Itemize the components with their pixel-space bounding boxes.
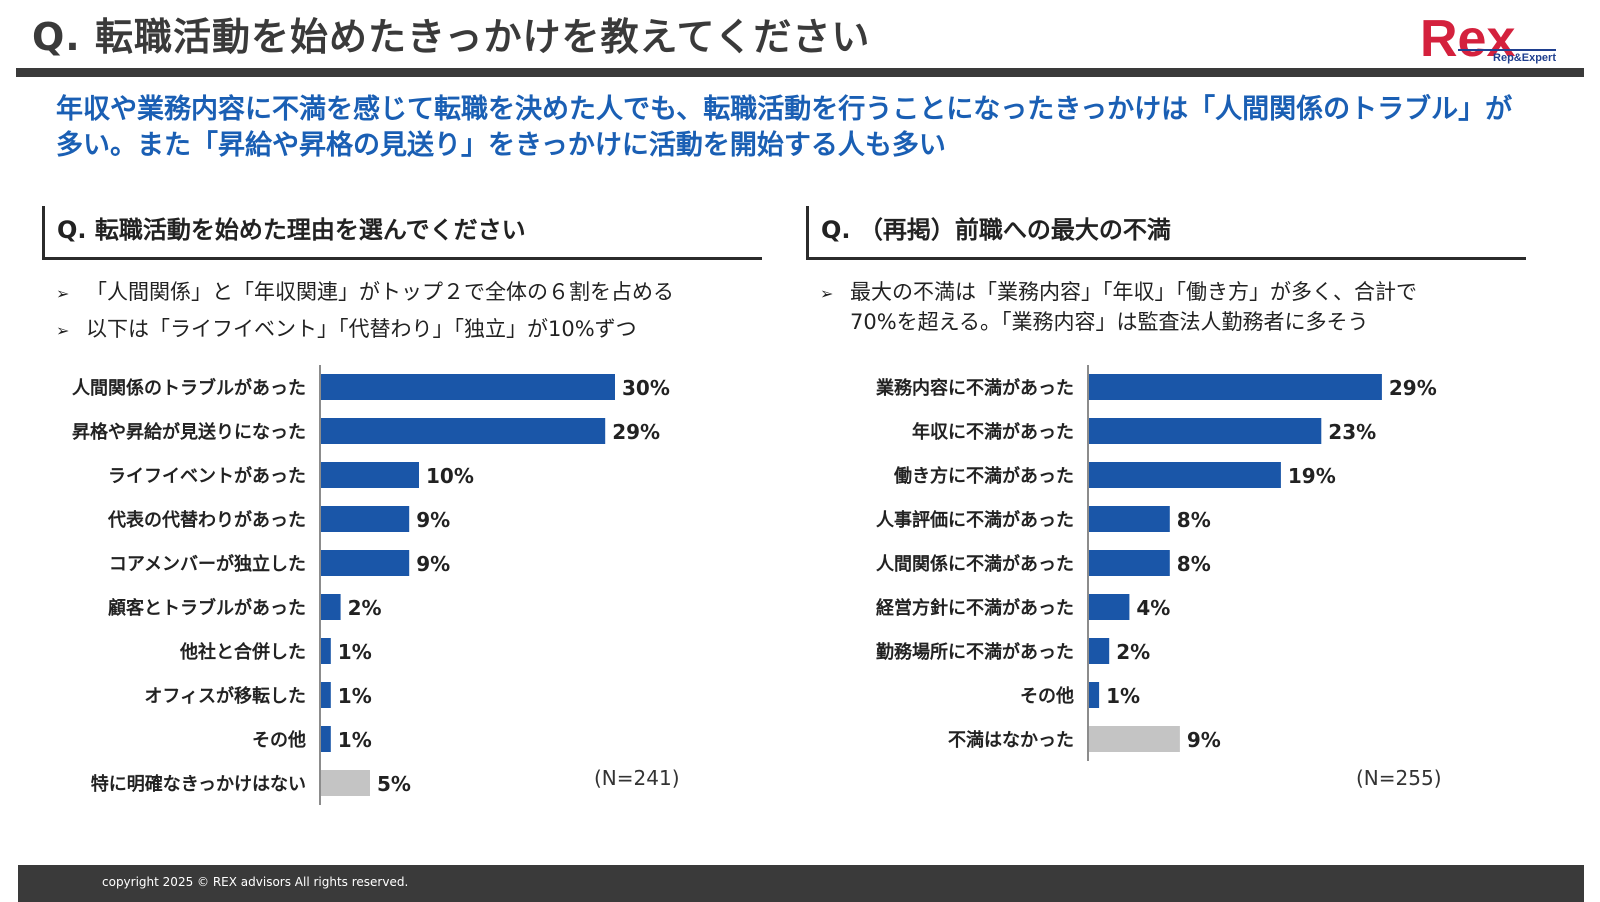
bar bbox=[321, 374, 615, 400]
category-label: ライフイベントがあった bbox=[108, 465, 306, 487]
left-bullet-1-text: 「人間関係」と「年収関連」がトップ２で全体の６割を占める bbox=[86, 280, 674, 304]
category-label: 人間関係に不満があった bbox=[876, 553, 1074, 575]
category-label: 人事評価に不満があった bbox=[876, 509, 1074, 531]
category-label: 経営方針に不満があった bbox=[876, 597, 1074, 619]
value-label: 19% bbox=[1288, 464, 1336, 488]
value-label: 29% bbox=[612, 420, 660, 444]
copyright-text: copyright 2025 © REX advisors All rights… bbox=[102, 875, 409, 889]
category-label: 特に明確なきっかけはない bbox=[91, 773, 306, 795]
bar bbox=[1089, 374, 1382, 400]
value-label: 5% bbox=[377, 772, 411, 796]
right-panel-heading-text: Q. （再掲）前職への最大の不満 bbox=[821, 216, 1171, 244]
value-label: 8% bbox=[1177, 552, 1211, 576]
bar bbox=[1089, 638, 1110, 664]
bar bbox=[321, 638, 331, 664]
bar bbox=[321, 770, 370, 796]
left-bullet-1: ➢ 「人間関係」と「年収関連」がトップ２で全体の６割を占める bbox=[56, 278, 756, 308]
left-bullet-2: ➢ 以下は「ライフイベント」「代替わり」「独立」が10%ずつ bbox=[56, 315, 756, 345]
bar bbox=[1089, 682, 1100, 708]
category-label: 勤務場所に不満があった bbox=[876, 641, 1074, 663]
bar bbox=[321, 682, 331, 708]
bar bbox=[321, 594, 341, 620]
category-label: 働き方に不満があった bbox=[893, 465, 1074, 487]
category-label: オフィスが移転した bbox=[144, 685, 306, 707]
right-bullet-1: ➢ 最大の不満は「業務内容」「年収」「働き方」が多く、合計で bbox=[820, 278, 1530, 308]
rex-logo-icon: Rex Rep&Expert bbox=[1420, 10, 1556, 68]
bullet-arrow-icon: ➢ bbox=[56, 284, 70, 303]
right-bar-chart-svg: 業務内容に不満があった 29% 年収に不満があった 23% 働き方に不満があった 19% 人… bbox=[875, 365, 1437, 761]
title-rule bbox=[16, 68, 1584, 77]
bullet-arrow-icon: ➢ bbox=[820, 284, 834, 303]
category-label: 代表の代替わりがあった bbox=[107, 509, 306, 531]
left-panel-heading: Q. 転職活動を始めた理由を選んでください bbox=[42, 206, 762, 260]
category-label: 昇格や昇給が見送りになった bbox=[72, 421, 306, 443]
right-sample-size: (N=255) bbox=[1356, 766, 1442, 790]
category-label: 顧客とトラブルがあった bbox=[108, 597, 306, 619]
value-label: 4% bbox=[1136, 596, 1170, 620]
value-label: 8% bbox=[1177, 508, 1211, 532]
left-bar-chart-svg: 人間関係のトラブルがあった 30% 昇格や昇給が見送りになった 29% ライフイベントが… bbox=[72, 365, 670, 805]
right-bullet-1-line-1: 最大の不満は「業務内容」「年収」「働き方」が多く、合計で bbox=[850, 280, 1417, 304]
bar bbox=[1089, 462, 1281, 488]
bar bbox=[1089, 506, 1170, 532]
footer-bar: copyright 2025 © REX advisors All rights… bbox=[18, 865, 1584, 902]
left-panel-heading-text: Q. 転職活動を始めた理由を選んでください bbox=[57, 216, 526, 244]
right-bar-chart: 業務内容に不満があった 29% 年収に不満があった 23% 働き方に不満があった 19% 人… bbox=[820, 365, 1520, 765]
bar bbox=[321, 506, 410, 532]
value-label: 2% bbox=[1116, 640, 1150, 664]
value-label: 23% bbox=[1328, 420, 1376, 444]
category-label: その他 bbox=[252, 729, 306, 751]
bar bbox=[321, 726, 331, 752]
rex-logo: Rex Rep&Expert bbox=[1420, 8, 1560, 68]
right-panel-heading: Q. （再掲）前職への最大の不満 bbox=[806, 206, 1526, 260]
left-sample-size: (N=241) bbox=[594, 766, 680, 790]
value-label: 1% bbox=[338, 728, 372, 752]
right-bullet-1-cont: 70%を超える。「業務内容」は監査法人勤務者に多そう bbox=[820, 308, 1530, 337]
bar bbox=[1089, 550, 1170, 576]
bar bbox=[1089, 418, 1322, 444]
bar bbox=[321, 418, 606, 444]
value-label: 1% bbox=[338, 684, 372, 708]
value-label: 9% bbox=[416, 552, 450, 576]
category-label: 業務内容に不満があった bbox=[875, 377, 1074, 399]
category-label: 他社と合併した bbox=[179, 641, 306, 663]
key-message: 年収や業務内容に不満を感じて転職を決めた人でも、転職活動を行うことになったきっか… bbox=[56, 94, 1513, 161]
value-label: 9% bbox=[416, 508, 450, 532]
page-title: Q. 転職活動を始めたきっかけを教えてください bbox=[32, 15, 871, 59]
value-label: 1% bbox=[338, 640, 372, 664]
value-label: 30% bbox=[622, 376, 670, 400]
value-label: 29% bbox=[1389, 376, 1437, 400]
bar bbox=[1089, 594, 1130, 620]
category-label: 年収に不満があった bbox=[912, 421, 1074, 443]
bar bbox=[321, 550, 410, 576]
right-bullet-1-line-2: 70%を超える。「業務内容」は監査法人勤務者に多そう bbox=[850, 310, 1369, 334]
logo-r-glyph: Rex bbox=[1420, 10, 1515, 64]
bullet-arrow-icon: ➢ bbox=[56, 321, 70, 340]
value-label: 9% bbox=[1187, 728, 1221, 752]
category-label: その他 bbox=[1020, 685, 1074, 707]
bar bbox=[321, 462, 419, 488]
value-label: 1% bbox=[1106, 684, 1140, 708]
logo-sub-text: Rep&Expert bbox=[1493, 52, 1556, 64]
category-label: 不満はなかった bbox=[948, 729, 1074, 751]
right-bullets: ➢ 最大の不満は「業務内容」「年収」「働き方」が多く、合計で 70%を超える。「業… bbox=[820, 278, 1530, 337]
value-label: 2% bbox=[348, 596, 382, 620]
category-label: コアメンバーが独立した bbox=[109, 553, 306, 575]
bar bbox=[1089, 726, 1180, 752]
value-label: 10% bbox=[426, 464, 474, 488]
left-bullets: ➢ 「人間関係」と「年収関連」がトップ２で全体の６割を占める ➢ 以下は「ライフイベ… bbox=[56, 278, 756, 345]
left-bullet-2-text: 以下は「ライフイベント」「代替わり」「独立」が10%ずつ bbox=[86, 317, 637, 341]
left-bar-chart: 人間関係のトラブルがあった 30% 昇格や昇給が見送りになった 29% ライフイベントが… bbox=[40, 365, 740, 810]
category-label: 人間関係のトラブルがあった bbox=[72, 377, 306, 399]
